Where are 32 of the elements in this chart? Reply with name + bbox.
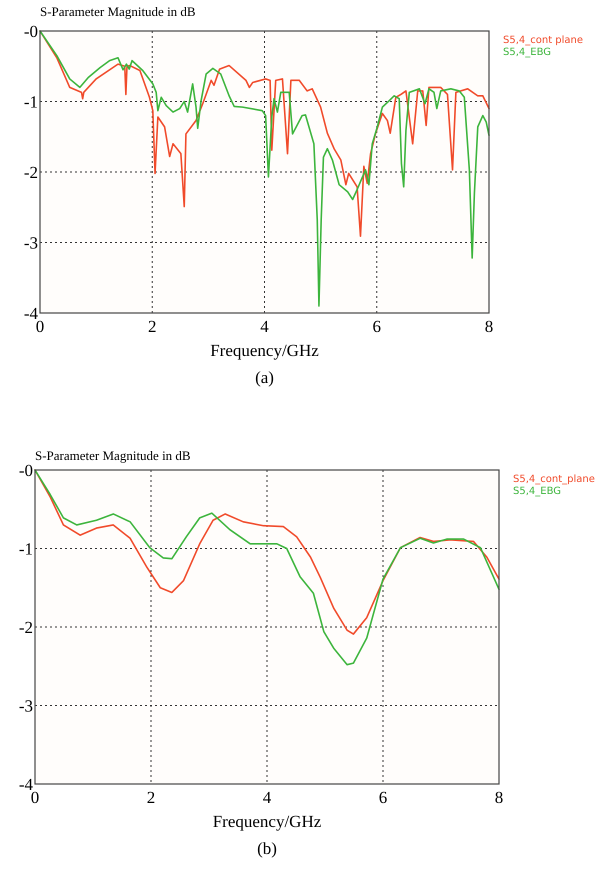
y-tick-label: -1	[24, 92, 38, 112]
y-tick-label: -3	[18, 696, 33, 716]
text: S5,4_EBG	[503, 47, 552, 58]
x-tick-label: 6	[372, 317, 381, 336]
x-tick-label: 8	[494, 788, 504, 807]
y-tick-label: -2	[24, 163, 38, 182]
line-series	[34, 469, 500, 666]
x-tick-label: 8	[484, 317, 494, 336]
text: (b)	[257, 839, 277, 858]
y-tick-label: -3	[24, 234, 38, 252]
x-axis-title: Frequency/GHz	[210, 341, 320, 360]
y-tick-label: -4	[18, 775, 34, 794]
text: S5,4_cont_plane	[513, 474, 595, 485]
text: S5,4_EBG	[513, 486, 562, 497]
y-tick-label: -0	[18, 461, 33, 480]
y-tick-label: -1	[18, 540, 33, 558]
x-tick-label: 0	[30, 788, 40, 807]
text: (a)	[255, 368, 274, 387]
x-tick-label: 2	[148, 317, 156, 336]
x-tick-label: 2	[146, 788, 156, 807]
x-tick-label: 6	[378, 788, 388, 807]
x-axis-title: Frequency/GHz	[212, 812, 322, 831]
chart-title: S-Parameter Magnitude in dB	[40, 4, 196, 19]
y-tick-label: -0	[24, 22, 38, 41]
x-tick-label: 0	[36, 317, 44, 336]
y-tick-label: -4	[24, 304, 38, 323]
line-series	[39, 30, 490, 307]
y-tick-label: -2	[18, 618, 33, 637]
x-tick-label: 4	[262, 788, 272, 807]
text: S5,4_cont plane	[503, 35, 584, 46]
chart-title: S-Parameter Magnitude in dB	[35, 448, 191, 463]
x-tick-label: 4	[260, 317, 270, 336]
